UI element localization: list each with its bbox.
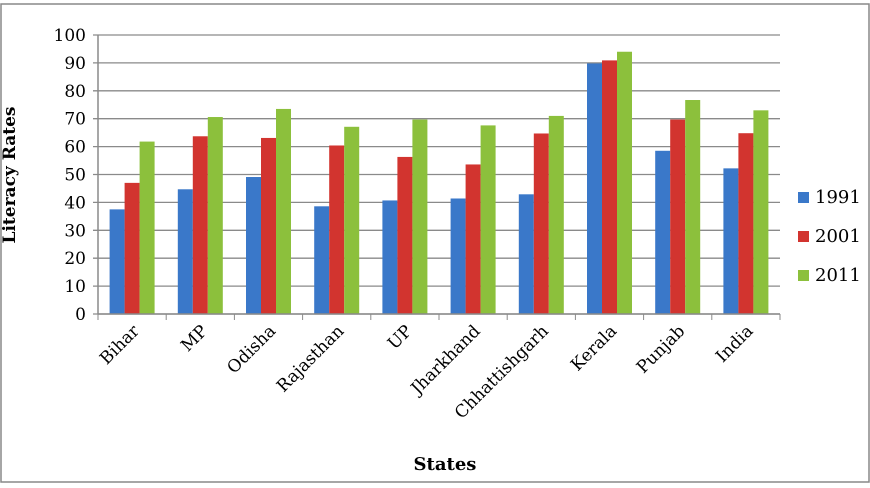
bar-2001-kerala [602,60,617,314]
bar-2001-chhattishgarh [533,133,549,314]
y-tick-label: 40 [64,193,86,213]
bar-2001-odisha [261,137,276,314]
x-tick-label: Kerala [567,321,621,375]
bar-2011-mp [207,117,223,314]
bar-1991-up [382,200,398,314]
bar-1991-chhattishgarh [518,194,534,314]
x-tick-label: Bihar [96,321,144,369]
bar-1991-mp [177,189,193,314]
chart-border [0,3,870,483]
bar-2011-kerala [617,51,632,315]
legend-label-2011: 2011 [815,265,861,286]
x-tick-label: India [712,321,757,366]
bar-2001-india [738,133,754,314]
legend-swatch-2001 [798,231,809,242]
bar-2011-rajasthan [344,126,360,314]
legend: 1991 2001 2011 [798,187,861,286]
y-tick-label: 50 [64,166,86,186]
bar-2001-rajasthan [329,145,345,314]
y-tick-label: 100 [54,26,86,46]
bar-1991-odisha [246,177,261,314]
y-tick-label: 80 [64,82,86,102]
y-tick-label: 10 [64,277,86,297]
bar-2001-bihar [124,182,140,314]
legend-label-1991: 1991 [815,187,861,208]
legend-swatch-1991 [798,192,809,203]
x-tick-label: MP [177,321,212,356]
bar-2001-jharkhand [465,164,481,314]
bar-1991-punjab [655,150,671,314]
bar-2001-punjab [670,119,686,314]
bar-2011-up [412,119,428,314]
y-tick-label: 90 [64,54,86,74]
x-tick-label: UP [384,321,416,353]
bar-1991-kerala [587,63,602,314]
bar-2001-up [397,156,413,314]
y-axis-label: Literacy Rates [0,107,20,244]
legend-label-2001: 2001 [815,226,861,247]
x-tick-label: Rajasthan [273,321,348,396]
bar-1991-jharkhand [450,198,466,314]
y-tick-label: 60 [64,138,86,158]
bar-2011-india [753,110,769,314]
y-tick-label: 70 [64,110,86,130]
legend-swatch-2011 [798,270,809,281]
x-axis-label: States [414,454,477,475]
bar-2001-mp [192,136,208,314]
bar-1991-bihar [109,209,125,314]
y-tick-label: 30 [64,221,86,241]
bar-2011-punjab [685,100,701,314]
y-tick-label: 0 [75,305,86,325]
bar-2011-bihar [139,141,155,314]
bar-1991-rajasthan [314,206,330,314]
y-tick-label: 20 [64,249,86,269]
bar-1991-india [723,168,739,314]
bar-2011-chhattishgarh [548,115,564,314]
x-tick-label: Punjab [633,321,689,377]
bar-2011-odisha [276,108,291,314]
bar-2011-jharkhand [480,125,496,315]
x-tick-label: Odisha [223,321,280,378]
